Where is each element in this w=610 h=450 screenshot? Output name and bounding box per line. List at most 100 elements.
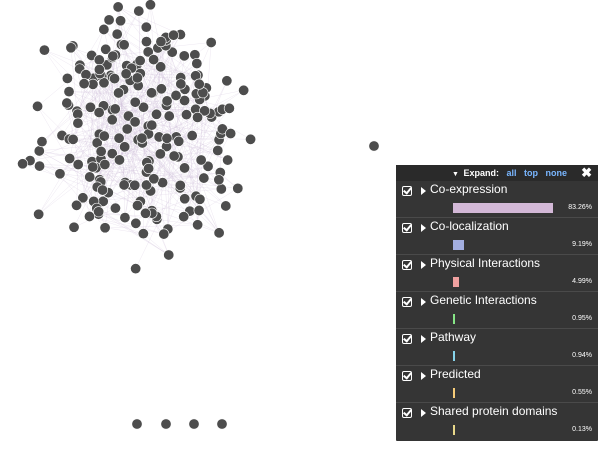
checkbox-shared-protein-domains[interactable] <box>402 408 412 418</box>
gene-node[interactable] <box>93 54 105 66</box>
gene-node[interactable] <box>192 219 204 231</box>
gene-node[interactable] <box>71 199 83 211</box>
legend-label[interactable]: Pathway <box>430 330 477 344</box>
gene-node[interactable] <box>223 102 235 114</box>
gene-node[interactable] <box>213 227 225 239</box>
gene-node[interactable] <box>131 418 143 430</box>
legend-label[interactable]: Shared protein domains <box>430 404 558 418</box>
gene-node[interactable] <box>78 78 90 90</box>
gene-node[interactable] <box>98 77 110 89</box>
gene-node[interactable] <box>72 117 84 129</box>
gene-node[interactable] <box>175 78 187 90</box>
gene-node[interactable] <box>54 168 66 180</box>
gene-node[interactable] <box>146 119 158 131</box>
gene-node[interactable] <box>174 179 186 191</box>
gene-node[interactable] <box>130 217 142 229</box>
gene-node[interactable] <box>137 228 149 240</box>
gene-node[interactable] <box>148 173 160 185</box>
network-nodes[interactable] <box>17 0 380 430</box>
gene-node[interactable] <box>238 84 250 96</box>
expand-all-link[interactable]: all <box>506 168 517 178</box>
gene-node[interactable] <box>193 204 205 216</box>
gene-node[interactable] <box>245 133 257 145</box>
gene-node[interactable] <box>178 211 190 223</box>
gene-node[interactable] <box>61 72 73 84</box>
gene-node[interactable] <box>109 202 121 214</box>
gene-node[interactable] <box>84 101 96 113</box>
gene-node[interactable] <box>129 96 141 108</box>
gene-node[interactable] <box>133 5 145 17</box>
gene-node[interactable] <box>98 130 110 142</box>
gene-node[interactable] <box>113 132 125 144</box>
gene-node[interactable] <box>188 418 200 430</box>
gene-node[interactable] <box>61 97 73 109</box>
legend-label[interactable]: Co-expression <box>430 182 508 196</box>
gene-node[interactable] <box>173 135 185 147</box>
gene-node[interactable] <box>193 78 205 90</box>
gene-node[interactable] <box>158 228 170 240</box>
gene-node[interactable] <box>113 87 125 99</box>
gene-node[interactable] <box>143 162 155 174</box>
gene-node[interactable] <box>120 68 132 80</box>
gene-node[interactable] <box>179 94 191 106</box>
gene-node[interactable] <box>36 136 48 148</box>
gene-node[interactable] <box>213 174 225 186</box>
gene-node[interactable] <box>155 36 167 48</box>
gene-node[interactable] <box>198 172 210 184</box>
gene-node[interactable] <box>222 154 234 166</box>
expand-top-link[interactable]: top <box>524 168 539 178</box>
gene-node[interactable] <box>151 108 163 120</box>
gene-node[interactable] <box>163 110 175 122</box>
gene-node[interactable] <box>368 140 380 152</box>
gene-node[interactable] <box>72 158 84 170</box>
gene-node[interactable] <box>225 128 237 140</box>
gene-node[interactable] <box>131 72 143 84</box>
gene-node[interactable] <box>33 145 45 157</box>
gene-node[interactable] <box>186 130 198 142</box>
gene-node[interactable] <box>63 86 75 98</box>
gene-node[interactable] <box>221 75 233 87</box>
gene-node[interactable] <box>118 179 130 191</box>
gene-node[interactable] <box>140 179 152 191</box>
gene-node[interactable] <box>109 73 121 85</box>
gene-node[interactable] <box>140 207 152 219</box>
gene-node[interactable] <box>112 1 124 13</box>
gene-node[interactable] <box>93 106 105 118</box>
gene-node[interactable] <box>160 418 172 430</box>
gene-node[interactable] <box>99 222 111 234</box>
gene-node[interactable] <box>155 61 167 73</box>
gene-node[interactable] <box>132 199 144 211</box>
gene-node[interactable] <box>121 123 133 135</box>
gene-node[interactable] <box>168 29 180 41</box>
legend-label[interactable]: Physical Interactions <box>430 256 541 270</box>
gene-node[interactable] <box>212 144 224 156</box>
legend-label[interactable]: Co-localization <box>430 219 509 233</box>
gene-node[interactable] <box>138 101 150 113</box>
gene-node[interactable] <box>111 28 123 40</box>
gene-node[interactable] <box>130 263 142 275</box>
expand-caret-icon[interactable] <box>421 298 426 306</box>
gene-node[interactable] <box>34 160 46 172</box>
gene-node[interactable] <box>195 154 207 166</box>
gene-node[interactable] <box>32 100 44 112</box>
gene-node[interactable] <box>179 193 191 205</box>
gene-node[interactable] <box>68 221 80 233</box>
checkbox-pathway[interactable] <box>402 334 412 344</box>
gene-node[interactable] <box>93 63 105 75</box>
gene-node[interactable] <box>155 83 167 95</box>
gene-node[interactable] <box>178 50 190 62</box>
gene-node[interactable] <box>97 184 109 196</box>
gene-node[interactable] <box>140 36 152 48</box>
checkbox-co-expression[interactable] <box>402 186 412 196</box>
gene-node[interactable] <box>107 50 119 62</box>
expand-caret-icon[interactable] <box>421 409 426 417</box>
checkbox-predicted[interactable] <box>402 371 412 381</box>
gene-node[interactable] <box>119 141 131 153</box>
gene-node[interactable] <box>205 36 217 48</box>
gene-node[interactable] <box>106 114 118 126</box>
gene-node[interactable] <box>192 111 204 123</box>
gene-node[interactable] <box>103 14 115 26</box>
gene-node[interactable] <box>220 200 232 212</box>
gene-node[interactable] <box>115 15 127 27</box>
gene-node[interactable] <box>168 150 180 162</box>
